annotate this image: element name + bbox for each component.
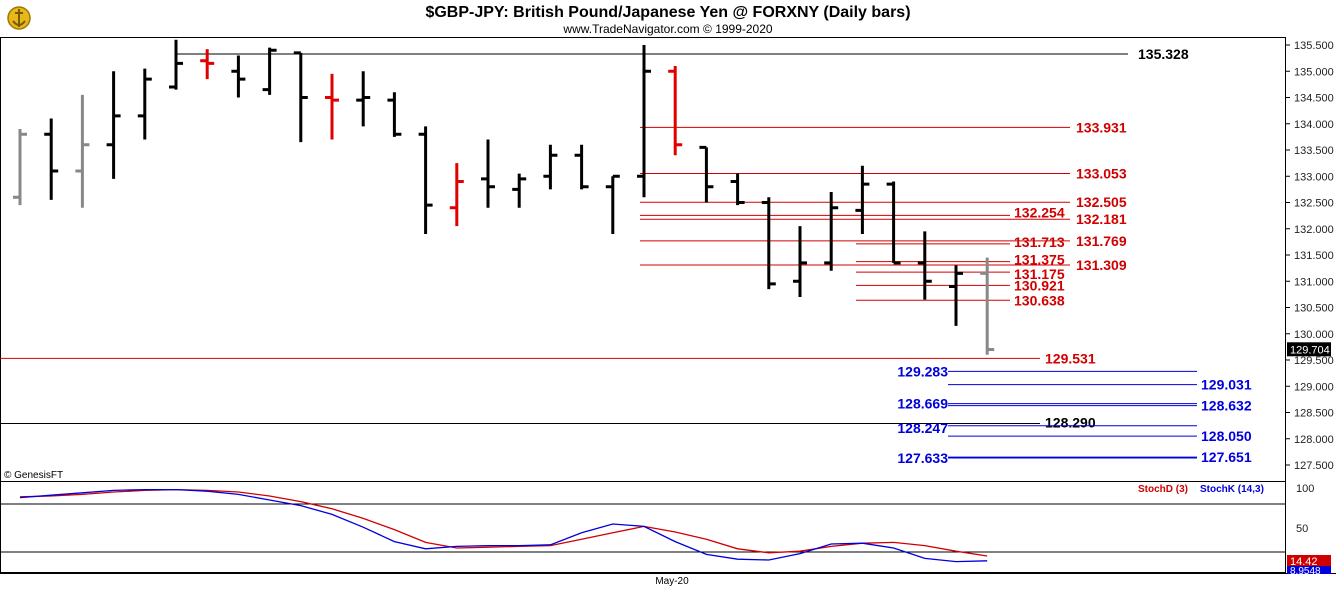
price-level-label: 132.181 [1076,211,1127,227]
price-level-label: 128.632 [1201,398,1252,414]
price-tick-label: 129.500 [1294,355,1334,367]
ohlc-bar [637,45,651,198]
ohlc-bar [605,174,620,234]
price-level-label: 131.309 [1076,257,1127,273]
price-levels: 135.328 133.931 133.053 132.505 132.254 132.1… [0,46,1252,466]
price-level-label: 132.254 [1014,204,1065,220]
price-tick-label: 132.000 [1294,224,1334,236]
price-tick-label: 128.500 [1294,408,1334,420]
price-level-label: 128.290 [1045,415,1096,431]
stoch-k-legend: StochK (14,3) [1200,484,1264,495]
price-level-label: 133.931 [1076,119,1127,135]
copyright-label: © GenesisFT [4,470,63,481]
stoch-d-last-label: 14.42 [1290,556,1318,568]
ohlc-bar [169,39,183,90]
price-tick-label: 134.000 [1294,119,1334,131]
ohlc-bar [699,145,714,203]
price-level-label: 132.505 [1076,194,1127,210]
price-tick-label: 135.500 [1294,40,1334,52]
price-tick-label: 130.500 [1294,303,1334,315]
ohlc-bar [44,118,59,200]
ohlc-bar [730,173,745,206]
ohlc-bar [574,144,589,190]
price-level-label: 129.531 [1045,350,1096,366]
chart-title: $GBP-JPY: British Pound/Japanese Yen @ F… [425,4,910,21]
price-tick-label: 134.500 [1294,93,1334,105]
stoch-k-last-box [1287,566,1331,574]
price-level-label: 128.247 [897,420,948,436]
logo-anchor-shape [12,9,26,27]
price-level-label: 131.713 [1014,234,1065,250]
price-level-label: 127.633 [897,450,948,466]
ohlc-bar [262,47,277,95]
logo [7,6,31,30]
price-level-label: 128.669 [897,396,948,412]
ohlc-bar [325,73,339,140]
price-level-label: 131.375 [1014,252,1065,268]
last-price-label: 129.704 [1290,344,1330,356]
price-tick-label: 130.000 [1294,329,1334,341]
price-tick-label: 131.000 [1294,276,1334,288]
ohlc-bar [75,94,90,208]
stoch-tick-label: 100 [1296,483,1314,495]
ohlc-bar [886,181,901,265]
price-tick-label: 131.500 [1294,250,1334,262]
ohlc-bar [137,68,152,140]
price-level-label: 129.283 [897,363,948,379]
price-level-label: 131.175 [1014,266,1065,282]
ohlc-bar [449,163,464,227]
price-tick-label: 135.000 [1294,66,1334,78]
price-tick-label: 132.500 [1294,198,1334,210]
ohlc-bar [106,71,121,179]
ohlc-bar [917,231,932,300]
price-level-label: 130.638 [1014,292,1065,308]
price-level-label: 127.651 [1201,449,1252,465]
stoch-panel-border [0,481,1286,573]
ohlc-bar [231,55,246,98]
price-tick-label: 129.000 [1294,381,1334,393]
ohlc-bar [793,226,807,297]
chart-subtitle: www.TradeNavigator.com © 1999-2020 [562,22,772,36]
ohlc-bar [824,192,839,271]
price-level-label: 128.050 [1201,428,1252,444]
stoch-tick-label: 50 [1296,523,1308,535]
ohlc-bar [200,49,215,80]
stoch-d-last-box [1287,555,1331,567]
price-level-label: 135.328 [1138,46,1189,62]
stochastic-panel: 100 50 StochD (3) StochK (14,3) 14.428.9548 [0,483,1331,577]
frame [0,37,1336,574]
ohlc-bar [980,257,995,355]
last-price-box [1287,342,1331,357]
ohlc-bar [356,71,371,127]
ohlc-bar [949,265,963,326]
ohlc-bar [418,126,433,234]
stoch-k-last-label: 8.9548 [1290,566,1321,577]
price-level-label: 129.031 [1201,377,1252,393]
ohlc-bar [543,144,558,190]
ohlc-bar [387,92,402,137]
price-tick-label: 128.000 [1294,434,1334,446]
ohlc-bar [481,139,495,208]
stoch-series-line [19,488,988,563]
price-tick-label: 127.500 [1294,460,1334,472]
price-level-label: 130.921 [1014,277,1065,293]
price-axis: 135.500 135.000 134.500 134.000 133.500 133.0… [1285,40,1334,472]
price-tick-label: 133.500 [1294,145,1334,157]
ohlc-bar [761,197,776,290]
ohlc-bar [13,129,27,206]
ohlc-bars [13,39,995,355]
stoch-d-legend: StochD (3) [1138,484,1188,495]
ohlc-bar [512,173,527,208]
price-level-label: 131.769 [1076,233,1127,249]
ohlc-bar [293,51,308,143]
price-level-label: 133.053 [1076,165,1127,181]
x-axis-date-label: May-20 [655,576,689,587]
price-tick-label: 133.000 [1294,171,1334,183]
ohlc-bar [668,66,683,156]
ohlc-bar [855,165,870,234]
